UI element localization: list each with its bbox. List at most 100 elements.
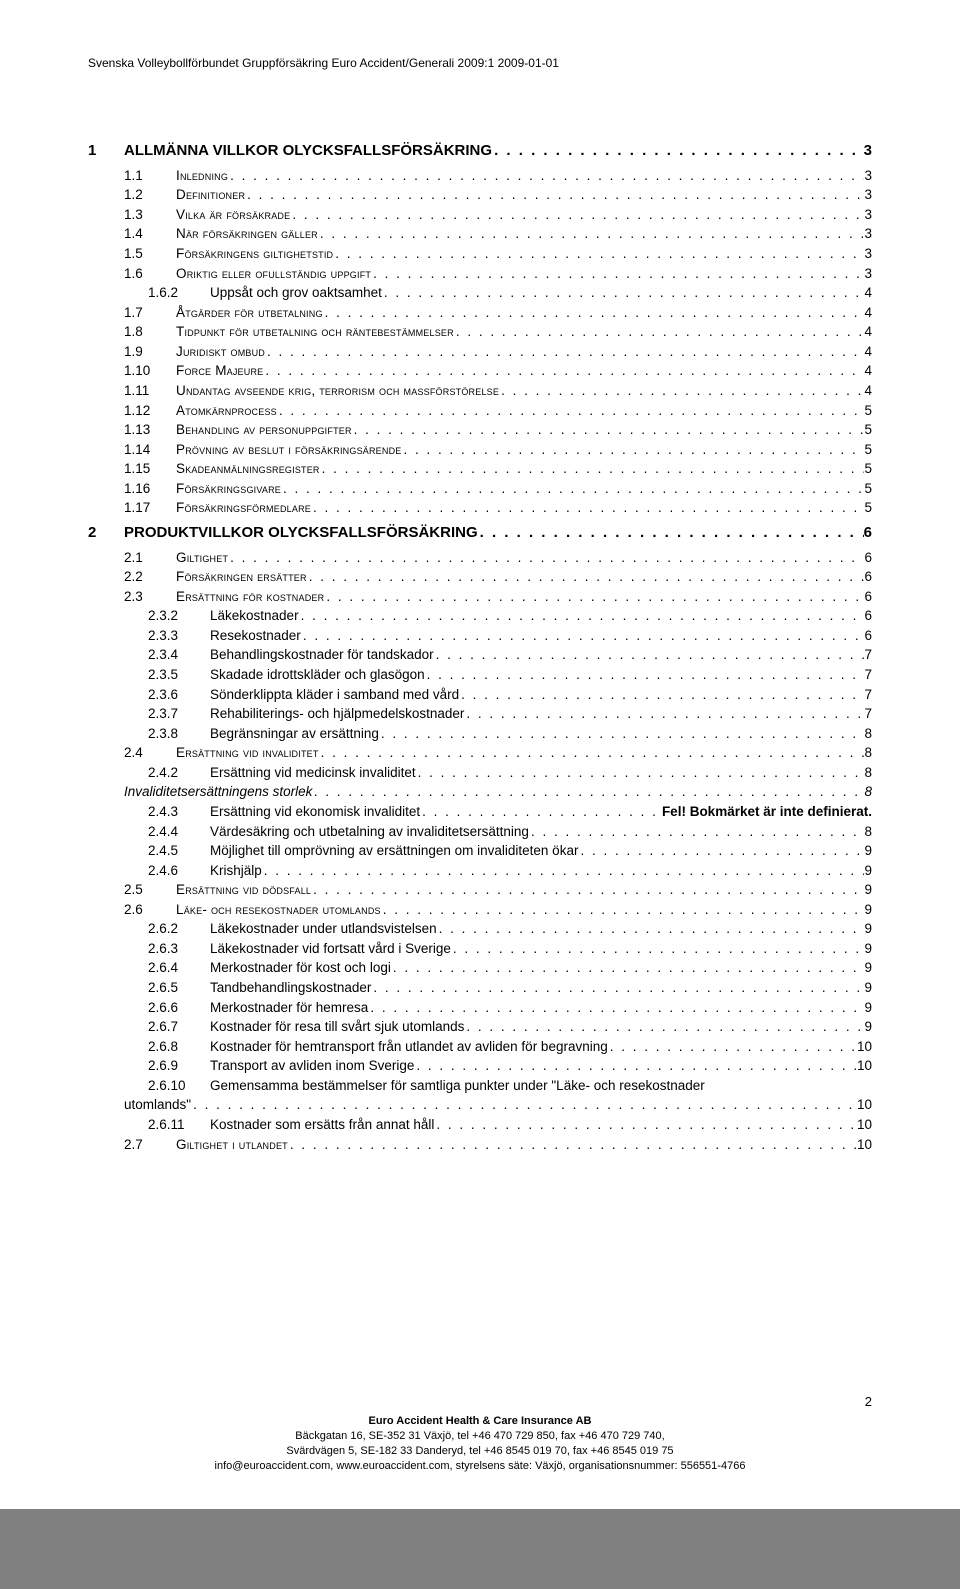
toc-title: Kostnader för hemtransport från utlandet… — [210, 1037, 608, 1057]
toc-number: 2.6.6 — [148, 998, 210, 1018]
toc-title: Ersättning för kostnader — [176, 587, 324, 607]
toc-leader: . . . . . . . . . . . . . . . . . . . . … — [263, 361, 864, 381]
toc-entry: 2.6.5Tandbehandlingskostnader. . . . . .… — [88, 978, 872, 998]
toc-leader: . . . . . . . . . . . . . . . . . . . . … — [323, 303, 865, 323]
toc-number: 1.5 — [124, 244, 176, 264]
toc-page: 9 — [864, 958, 872, 978]
toc-number: 2.3.2 — [148, 606, 210, 626]
toc-entry: 2.6.10Gemensamma bestämmelser för samtli… — [88, 1076, 872, 1096]
toc-entry: 1.6Oriktig eller ofullständig uppgift. .… — [88, 264, 872, 284]
toc-number: 1.17 — [124, 498, 176, 518]
toc-page: 4 — [864, 322, 872, 342]
toc-page: 10 — [857, 1135, 872, 1155]
toc-entry: 2.3.3Resekostnader. . . . . . . . . . . … — [88, 626, 872, 646]
toc-title: Krishjälp — [210, 861, 262, 881]
toc-title: Ersättning vid dödsfall — [176, 880, 311, 900]
toc-title: När försäkringen gäller — [176, 224, 318, 244]
toc-number: 2.3.8 — [148, 724, 210, 744]
toc-number: 1.9 — [124, 342, 176, 362]
toc-number: 1.15 — [124, 459, 176, 479]
toc-number: 2 — [88, 522, 124, 544]
toc-title: Tandbehandlingskostnader — [210, 978, 371, 998]
toc-entry: 2.6.4Merkostnader för kost och logi. . .… — [88, 958, 872, 978]
toc-leader: . . . . . . . . . . . . . . . . . . . . … — [301, 626, 865, 646]
toc-page: 6 — [864, 587, 872, 607]
toc-leader: . . . . . . . . . . . . . . . . . . . . … — [437, 919, 865, 939]
toc-leader: . . . . . . . . . . . . . . . . . . . . … — [499, 381, 864, 401]
toc-leader: . . . . . . . . . . . . . . . . . . . . … — [228, 166, 864, 186]
toc-leader: . . . . . . . . . . . . . . . . . . . . … — [371, 978, 864, 998]
toc-entry: 1.12Atomkärnprocess. . . . . . . . . . .… — [88, 401, 872, 421]
toc-number: 2.6.3 — [148, 939, 210, 959]
toc-page: 7 — [864, 704, 872, 724]
toc-title: Giltighet — [176, 548, 228, 568]
toc-leader: . . . . . . . . . . . . . . . . . . . . … — [311, 498, 865, 518]
toc-leader: . . . . . . . . . . . . . . . . . . . . … — [492, 140, 864, 162]
toc-title: Försäkringen ersätter — [176, 567, 307, 587]
toc-title: Åtgärder för utbetalning — [176, 303, 323, 323]
toc-title: Oriktig eller ofullständig uppgift — [176, 264, 371, 284]
document-page: Svenska Volleybollförbundet Gruppförsäkr… — [0, 0, 960, 1509]
toc-leader: . . . . . . . . . . . . . . . . . . . . … — [371, 264, 864, 284]
toc-leader: . . . . . . . . . . . . . . . . . . . . … — [608, 1037, 857, 1057]
toc-entry: 2.4.4Värdesäkring och utbetalning av inv… — [88, 822, 872, 842]
toc-title: Inledning — [176, 166, 228, 186]
toc-page: 3 — [864, 264, 872, 284]
toc-leader: . . . . . . . . . . . . . . . . . . . . … — [265, 342, 864, 362]
toc-leader: . . . . . . . . . . . . . . . . . . . . … — [318, 224, 865, 244]
toc-entry: 1.10Force Majeure. . . . . . . . . . . .… — [88, 361, 872, 381]
toc-title: Ersättning vid invaliditet — [176, 743, 319, 763]
toc-number: 1.14 — [124, 440, 176, 460]
toc-title: Uppsåt och grov oaktsamhet — [210, 283, 382, 303]
toc-number: 1.4 — [124, 224, 176, 244]
toc-entry: 2.3.2Läkekostnader. . . . . . . . . . . … — [88, 606, 872, 626]
toc-title: Ersättning vid medicinsk invaliditet — [210, 763, 416, 783]
toc-page: 6 — [864, 548, 872, 568]
toc-title: Undantag avseende krig, terrorism och ma… — [176, 381, 499, 401]
toc-leader: . . . . . . . . . . . . . . . . . . . . … — [299, 606, 865, 626]
toc-page: 3 — [864, 166, 872, 186]
toc-leader: . . . . . . . . . . . . . . . . . . . . … — [578, 841, 864, 861]
toc-page: 6 — [864, 606, 872, 626]
toc-page: Fel! Bokmärket är inte definierat. — [662, 802, 872, 822]
toc-number: 2.6.2 — [148, 919, 210, 939]
toc-page: 9 — [864, 880, 872, 900]
toc-page: 4 — [864, 303, 872, 323]
toc-title: Definitioner — [176, 185, 245, 205]
toc-leader: . . . . . . . . . . . . . . . . . . . . … — [245, 185, 864, 205]
footer-company: Euro Accident Health & Care Insurance AB — [88, 1414, 872, 1429]
toc-entry: 1.11Undantag avseende krig, terrorism oc… — [88, 381, 872, 401]
toc-entry: 1.9Juridiskt ombud. . . . . . . . . . . … — [88, 342, 872, 362]
toc-page: 7 — [864, 645, 872, 665]
toc-leader: . . . . . . . . . . . . . . . . . . . . … — [391, 958, 865, 978]
toc-title: Läke- och resekostnader utomlands — [176, 900, 381, 920]
toc-title: Möjlighet till omprövning av ersättninge… — [210, 841, 578, 861]
toc-title: Vilka är försäkrade — [176, 205, 290, 225]
toc-leader: . . . . . . . . . . . . . . . . . . . . … — [311, 880, 864, 900]
toc-leader: . . . . . . . . . . . . . . . . . . . . … — [529, 822, 865, 842]
toc-number: 2.6.8 — [148, 1037, 210, 1057]
toc-title: Gemensamma bestämmelser för samtliga pun… — [210, 1076, 705, 1096]
toc-entry: 2.4.5Möjlighet till omprövning av ersätt… — [88, 841, 872, 861]
toc-title: Force Majeure — [176, 361, 263, 381]
toc-number: 2.3 — [124, 587, 176, 607]
toc-leader: . . . . . . . . . . . . . . . . . . . . … — [401, 440, 864, 460]
toc-entry: 2.3Ersättning för kostnader. . . . . . .… — [88, 587, 872, 607]
toc-number: 2.2 — [124, 567, 176, 587]
toc-page: 8 — [864, 763, 872, 783]
toc-number: 2.6.7 — [148, 1017, 210, 1037]
toc-entry: 2.3.8Begränsningar av ersättning. . . . … — [88, 724, 872, 744]
table-of-contents: 1ALLMÄNNA VILLKOR OLYCKSFALLSFÖRSÄKRING.… — [88, 140, 872, 1154]
toc-number: 2.4.4 — [148, 822, 210, 842]
toc-number: 1.6.2 — [148, 283, 210, 303]
toc-leader: . . . . . . . . . . . . . . . . . . . . … — [464, 1017, 864, 1037]
toc-entry: Invaliditetsersättningens storlek. . . .… — [88, 782, 872, 802]
toc-title: Försäkringsgivare — [176, 479, 281, 499]
toc-leader: . . . . . . . . . . . . . . . . . . . . … — [434, 1115, 857, 1135]
toc-leader: . . . . . . . . . . . . . . . . . . . . … — [277, 401, 865, 421]
toc-page: 9 — [864, 978, 872, 998]
toc-number: 2.4 — [124, 743, 176, 763]
toc-number: 2.6.11 — [148, 1115, 210, 1135]
toc-page: 3 — [864, 244, 872, 264]
toc-number: 2.3.4 — [148, 645, 210, 665]
